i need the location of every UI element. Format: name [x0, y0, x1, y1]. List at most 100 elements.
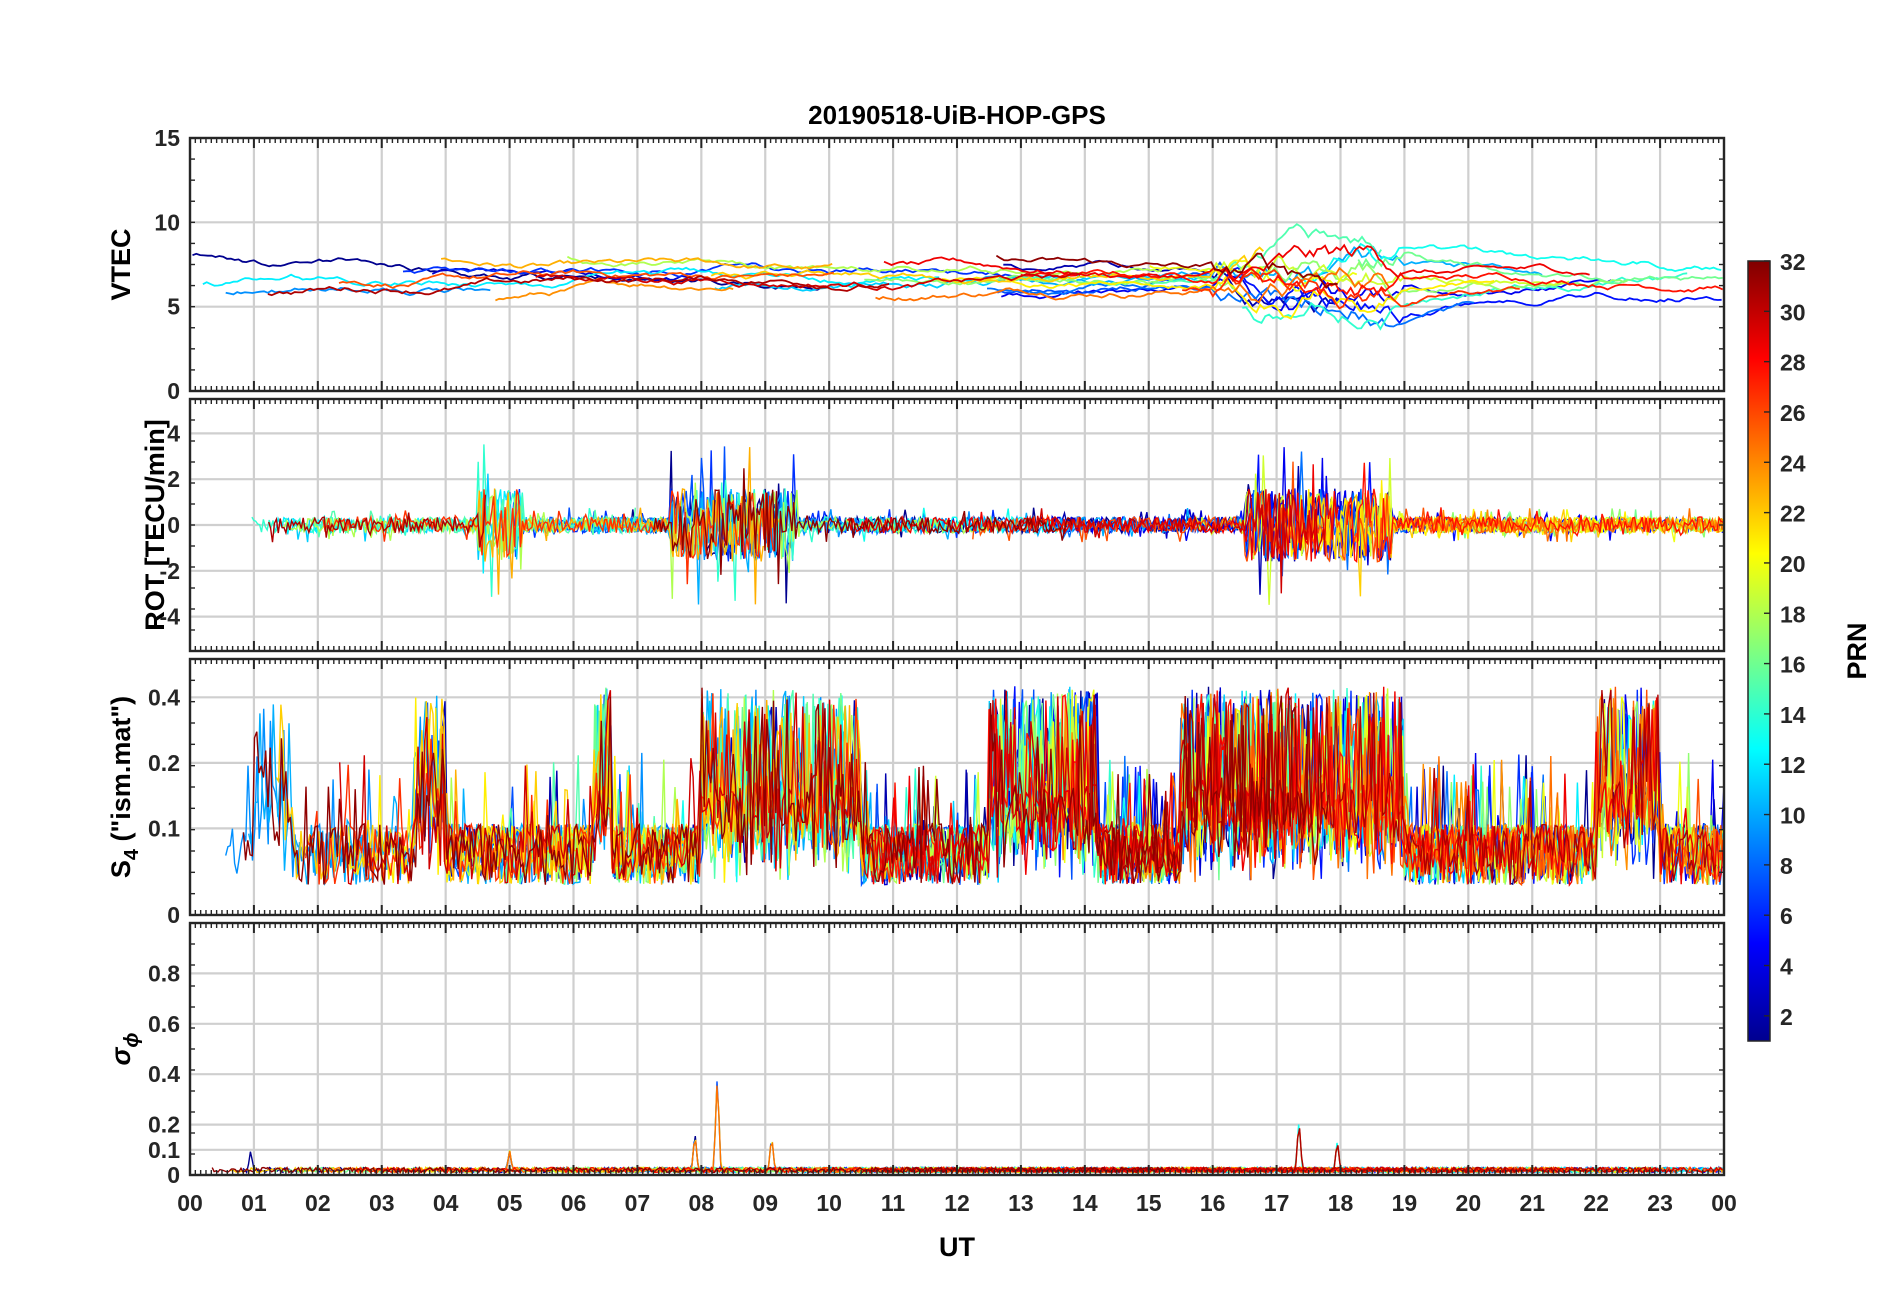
panel-vtec: 0 5 10 15 VTEC	[106, 125, 1726, 404]
y-tick-label: 0.1	[148, 815, 180, 841]
series-line	[710, 246, 1265, 285]
y-tick-label: 4	[167, 420, 180, 446]
plot-frame-sigma_phi	[188, 921, 1726, 1177]
series-line	[402, 262, 1017, 279]
series-line	[1020, 267, 1724, 297]
colorbar-gradient	[1747, 260, 1771, 1042]
x-tick-label: 16	[1200, 1190, 1226, 1216]
x-tick-label: 12	[944, 1190, 970, 1216]
x-tick-label: 18	[1328, 1190, 1354, 1216]
y-tick-label: 5	[167, 294, 180, 320]
x-tick-label: 20	[1456, 1190, 1482, 1216]
y-tick-label: 0	[167, 902, 180, 928]
series-line	[211, 1165, 1166, 1175]
y-tick-label: 0.1	[148, 1137, 180, 1163]
y-tick-label: 10	[154, 209, 180, 235]
panel-s4: 00.10.20.4S4 ("ism.mat")	[106, 657, 1726, 928]
series-line	[439, 699, 884, 885]
y-axis-label-sub: 4	[121, 848, 143, 860]
colorbar-tick-label: 24	[1780, 450, 1806, 476]
x-tick-label: 21	[1519, 1190, 1545, 1216]
series-line	[242, 687, 1329, 885]
series-line	[1357, 251, 1723, 285]
x-tick-label: 17	[1264, 1190, 1290, 1216]
colorbar-tick-label: 16	[1780, 652, 1806, 678]
series-line	[1088, 689, 1717, 885]
colorbar-tick-label: 14	[1780, 702, 1806, 728]
series-line	[1298, 242, 1722, 286]
x-tick-label: 10	[816, 1190, 842, 1216]
x-tick-label: 09	[752, 1190, 778, 1216]
y-axis-label-rest: ("ism.mat")	[106, 696, 136, 849]
y-axis-label-vtec: VTEC	[106, 228, 136, 300]
x-tick-label: 11	[881, 1190, 906, 1216]
series-line	[339, 687, 1296, 886]
colorbar-tick-label: 28	[1780, 350, 1806, 376]
x-tick-label: 13	[1008, 1190, 1034, 1216]
x-tick-label: 14	[1072, 1190, 1098, 1216]
x-tick-label: 00	[177, 1190, 203, 1216]
series-line	[910, 1165, 1723, 1175]
series-line	[1021, 488, 1327, 594]
x-tick-label: 05	[497, 1190, 523, 1216]
x-tick-label: 02	[305, 1190, 331, 1216]
colorbar-tick-label: 4	[1780, 954, 1793, 980]
series-line	[987, 281, 1475, 328]
colorbar-tick-label: 18	[1780, 601, 1806, 627]
y-axis-label-rot: ROT [TECU/min]	[140, 419, 170, 630]
y-ticks-sigma_phi: 00.10.2 0.4 0.6 0.8	[148, 960, 180, 1188]
x-tick-label: 15	[1136, 1190, 1162, 1216]
panel-sigma_phi: 00.10.2 0.4 0.6 0.8 σϕ	[106, 921, 1726, 1188]
colorbar-label: PRN	[1842, 622, 1872, 679]
colorbar-tick-label: 30	[1780, 299, 1806, 325]
series-vtec	[192, 223, 1724, 331]
x-tick-label: 01	[241, 1190, 267, 1216]
series-rot	[251, 444, 1725, 605]
plot-frame-s4	[188, 657, 1726, 917]
chart-title: 20190518-UiB-HOP-GPS	[808, 100, 1106, 130]
series-line	[941, 275, 1495, 320]
x-tick-label: 08	[689, 1190, 715, 1216]
x-tick-label: 06	[561, 1190, 587, 1216]
y-ticks-rot: -4 -2 0 2 4	[160, 420, 181, 629]
colorbar-tick-label: 22	[1780, 501, 1806, 527]
x-tick-label: 22	[1583, 1190, 1609, 1216]
x-tick-label: 03	[369, 1190, 395, 1216]
y-tick-label: 0	[167, 1162, 180, 1188]
series-line	[322, 489, 775, 585]
y-axis-label-sub: ϕ	[121, 1032, 143, 1047]
colorbar-tick-label: 20	[1780, 551, 1806, 577]
series-line	[535, 272, 1081, 291]
series-line	[268, 494, 487, 548]
series-line	[1242, 272, 1688, 331]
y-axis-label-main: σ	[106, 1047, 136, 1066]
y-axis-label-main: S	[106, 860, 136, 878]
x-tick-label: 07	[625, 1190, 651, 1216]
plot-frame-rot	[188, 397, 1726, 653]
y-ticks-s4: 0 0.1 0.2 0.4	[148, 684, 180, 928]
y-tick-label: -4	[160, 604, 181, 630]
y-tick-label: 2	[167, 466, 180, 492]
y-tick-label: 0	[167, 512, 180, 538]
series-line	[995, 252, 1338, 289]
series-line	[883, 243, 1590, 282]
y-axis-label-s4: S4 ("ism.mat")	[106, 696, 143, 878]
colorbar-tick-label: 26	[1780, 400, 1806, 426]
y-tick-label: 0.4	[148, 1061, 180, 1087]
y-tick-label: 0.8	[148, 960, 180, 986]
series-line	[1182, 268, 1520, 310]
y-tick-label: 0.4	[148, 684, 180, 710]
series-line	[870, 686, 1725, 887]
y-tick-label: 0	[167, 378, 180, 404]
x-axis-label: UT	[939, 1232, 975, 1262]
x-tick-label: 23	[1647, 1190, 1673, 1216]
series-line	[875, 266, 1391, 304]
x-tick-label: 04	[433, 1190, 459, 1216]
series-line	[1419, 508, 1723, 542]
y-ticks-vtec: 0 5 10 15	[154, 125, 180, 404]
